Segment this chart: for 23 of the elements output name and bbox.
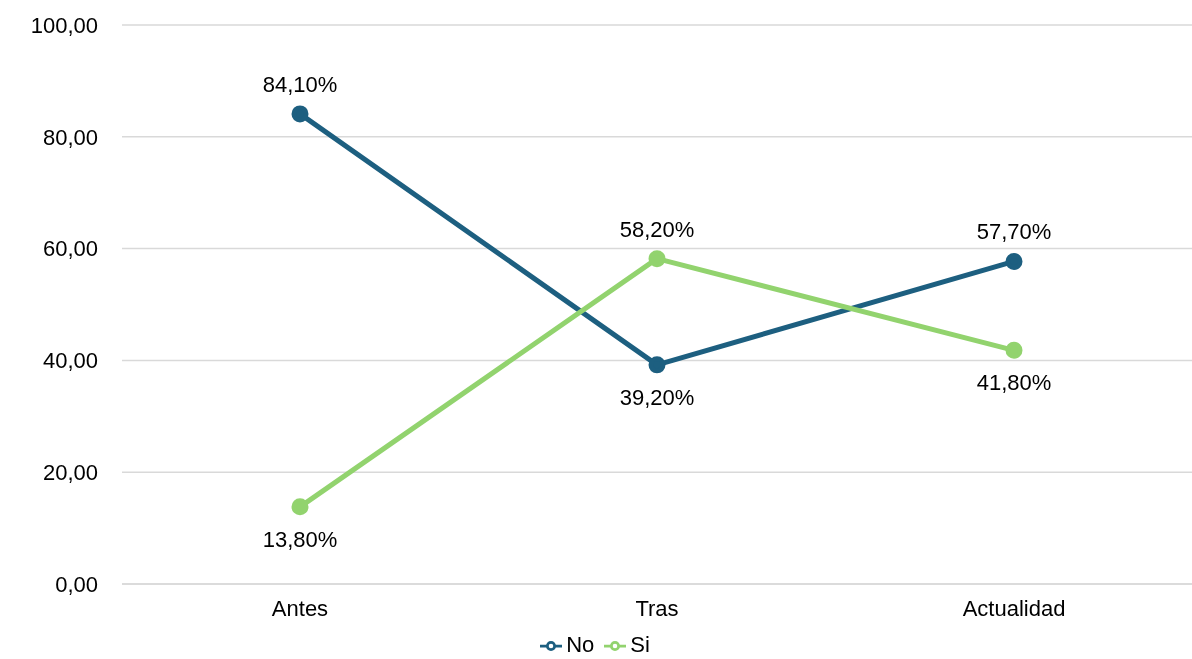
y-tick-label: 40,00	[42, 348, 98, 374]
y-tick-label: 60,00	[42, 236, 98, 262]
data-label: 58,20%	[619, 216, 695, 242]
y-tick-label: 80,00	[42, 124, 98, 150]
data-label: 57,70%	[976, 219, 1052, 245]
x-tick-label: Tras	[635, 595, 679, 621]
point	[648, 356, 666, 374]
data-label: 13,80%	[262, 526, 338, 552]
point	[291, 498, 309, 516]
y-tick-label: 20,00	[42, 460, 98, 486]
x-tick-label: Antes	[271, 595, 329, 621]
point	[1005, 341, 1023, 359]
legend-label: No	[566, 632, 595, 657]
data-label: 84,10%	[262, 71, 338, 97]
y-tick-label: 100,00	[30, 12, 98, 38]
x-tick-label: Actualidad	[962, 595, 1066, 621]
data-label: 41,80%	[976, 370, 1052, 396]
point	[291, 105, 309, 123]
legend-label: Si	[630, 632, 650, 657]
point	[1005, 252, 1023, 270]
point	[648, 250, 666, 268]
y-tick-label: 0,00	[55, 571, 98, 597]
data-label: 39,20%	[619, 384, 695, 410]
